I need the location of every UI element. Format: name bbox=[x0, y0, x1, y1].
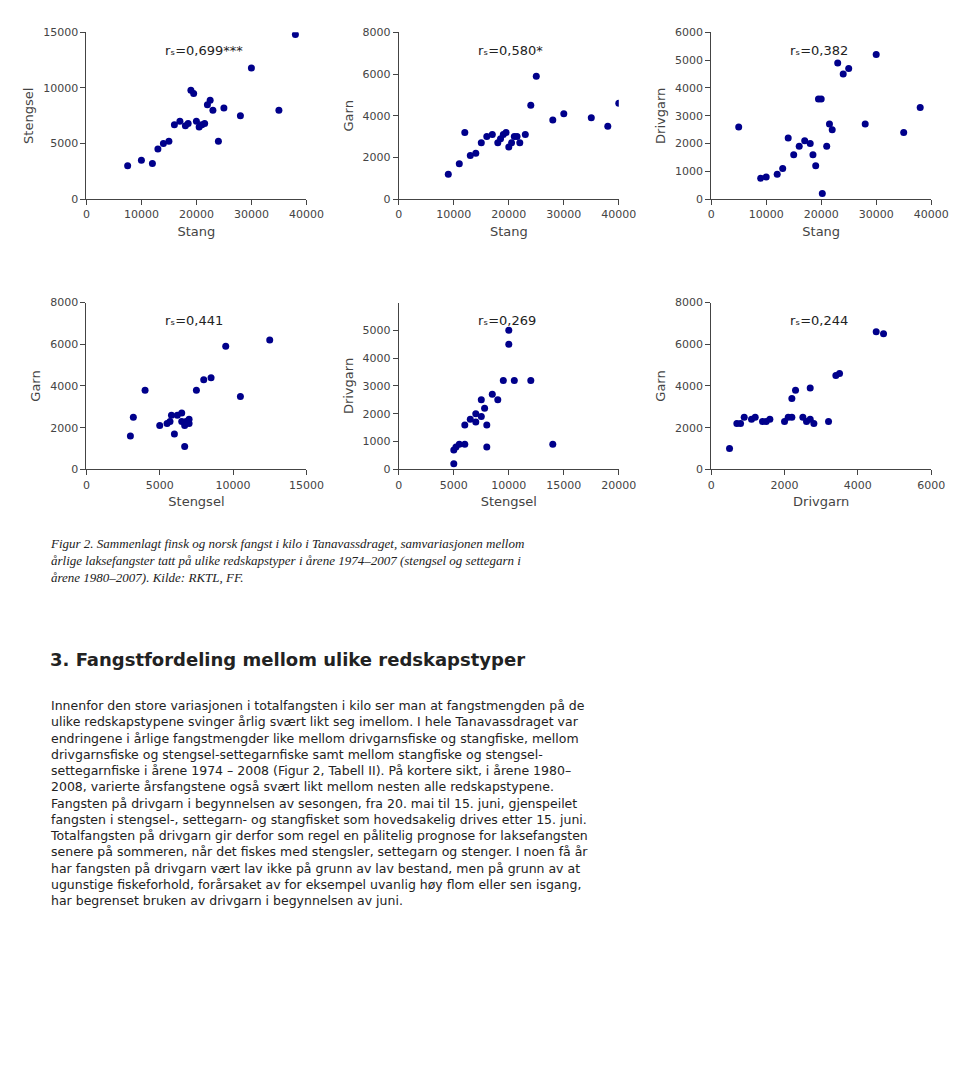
svg-text:2000: 2000 bbox=[363, 408, 391, 421]
svg-text:4000: 4000 bbox=[675, 82, 703, 95]
svg-text:Stang: Stang bbox=[802, 224, 840, 239]
svg-text:Stengsel: Stengsel bbox=[481, 494, 537, 509]
svg-text:rₛ=0,244: rₛ=0,244 bbox=[790, 313, 848, 328]
svg-text:Garn: Garn bbox=[341, 100, 356, 131]
svg-text:0: 0 bbox=[708, 208, 715, 221]
svg-text:Stengsel: Stengsel bbox=[168, 494, 224, 509]
svg-text:30000: 30000 bbox=[859, 208, 894, 221]
svg-text:0: 0 bbox=[83, 208, 90, 221]
svg-text:2000: 2000 bbox=[771, 479, 799, 492]
svg-text:5000: 5000 bbox=[146, 479, 174, 492]
svg-text:30000: 30000 bbox=[234, 208, 269, 221]
svg-text:6000: 6000 bbox=[363, 68, 391, 81]
svg-text:rₛ=0,441: rₛ=0,441 bbox=[165, 313, 223, 328]
svg-text:Garn: Garn bbox=[653, 370, 668, 401]
svg-text:15000: 15000 bbox=[43, 26, 78, 39]
svg-text:30000: 30000 bbox=[546, 208, 581, 221]
svg-text:5000: 5000 bbox=[363, 324, 391, 337]
svg-text:40000: 40000 bbox=[601, 208, 636, 221]
svg-text:0: 0 bbox=[395, 479, 402, 492]
svg-text:10000: 10000 bbox=[124, 208, 159, 221]
svg-text:20000: 20000 bbox=[601, 479, 636, 492]
svg-text:Drivgarn: Drivgarn bbox=[793, 494, 849, 509]
svg-text:4000: 4000 bbox=[675, 380, 703, 393]
svg-text:5000: 5000 bbox=[440, 479, 468, 492]
svg-text:4000: 4000 bbox=[844, 479, 872, 492]
svg-text:0: 0 bbox=[395, 208, 402, 221]
svg-text:1000: 1000 bbox=[363, 435, 391, 448]
svg-text:Figur 2. Sammenlagt finsk og n: Figur 2. Sammenlagt finsk og norsk fangs… bbox=[50, 536, 524, 585]
svg-text:15000: 15000 bbox=[289, 479, 324, 492]
svg-text:0: 0 bbox=[708, 479, 715, 492]
svg-text:0: 0 bbox=[71, 463, 78, 476]
svg-text:Stengsel: Stengsel bbox=[21, 88, 36, 144]
svg-text:Stang: Stang bbox=[490, 224, 528, 239]
svg-text:2000: 2000 bbox=[363, 151, 391, 164]
svg-text:3000: 3000 bbox=[363, 380, 391, 393]
svg-text:6000: 6000 bbox=[675, 26, 703, 39]
svg-text:3. Fangstfordeling mellom ulik: 3. Fangstfordeling mellom ulike redskaps… bbox=[50, 649, 525, 670]
svg-text:1000: 1000 bbox=[675, 165, 703, 178]
svg-text:2000: 2000 bbox=[675, 137, 703, 150]
svg-text:10000: 10000 bbox=[43, 82, 78, 95]
svg-text:6000: 6000 bbox=[917, 479, 945, 492]
svg-text:Innenfor den store variasjonen: Innenfor den store variasjonen i totalfa… bbox=[50, 698, 588, 908]
svg-text:40000: 40000 bbox=[914, 208, 949, 221]
svg-text:rₛ=0,382: rₛ=0,382 bbox=[790, 43, 848, 58]
svg-text:10000: 10000 bbox=[436, 208, 471, 221]
svg-text:20000: 20000 bbox=[491, 208, 526, 221]
svg-text:10000: 10000 bbox=[749, 208, 784, 221]
svg-text:0: 0 bbox=[71, 193, 78, 206]
svg-text:40000: 40000 bbox=[289, 208, 324, 221]
svg-text:Drivgarn: Drivgarn bbox=[653, 88, 668, 144]
svg-text:8000: 8000 bbox=[675, 296, 703, 309]
svg-text:10000: 10000 bbox=[491, 479, 526, 492]
svg-text:8000: 8000 bbox=[50, 296, 78, 309]
svg-text:2000: 2000 bbox=[675, 422, 703, 435]
svg-text:8000: 8000 bbox=[363, 26, 391, 39]
svg-text:20000: 20000 bbox=[179, 208, 214, 221]
svg-text:0: 0 bbox=[696, 193, 703, 206]
svg-text:20000: 20000 bbox=[804, 208, 839, 221]
svg-text:4000: 4000 bbox=[50, 380, 78, 393]
svg-text:2000: 2000 bbox=[50, 422, 78, 435]
svg-text:rₛ=0,580*: rₛ=0,580* bbox=[478, 43, 543, 58]
svg-text:6000: 6000 bbox=[675, 338, 703, 351]
svg-text:0: 0 bbox=[696, 463, 703, 476]
svg-text:Garn: Garn bbox=[28, 370, 43, 401]
svg-text:rₛ=0,699***: rₛ=0,699*** bbox=[165, 43, 243, 58]
svg-text:0: 0 bbox=[384, 193, 391, 206]
svg-text:Stang: Stang bbox=[177, 224, 215, 239]
svg-text:rₛ=0,269: rₛ=0,269 bbox=[478, 313, 536, 328]
svg-text:Drivgarn: Drivgarn bbox=[341, 358, 356, 414]
svg-text:0: 0 bbox=[384, 463, 391, 476]
svg-text:6000: 6000 bbox=[50, 338, 78, 351]
svg-text:4000: 4000 bbox=[363, 352, 391, 365]
svg-text:10000: 10000 bbox=[216, 479, 251, 492]
svg-text:0: 0 bbox=[83, 479, 90, 492]
svg-text:4000: 4000 bbox=[363, 110, 391, 123]
svg-text:5000: 5000 bbox=[50, 137, 78, 150]
svg-text:5000: 5000 bbox=[675, 54, 703, 67]
svg-text:3000: 3000 bbox=[675, 110, 703, 123]
svg-text:15000: 15000 bbox=[546, 479, 581, 492]
